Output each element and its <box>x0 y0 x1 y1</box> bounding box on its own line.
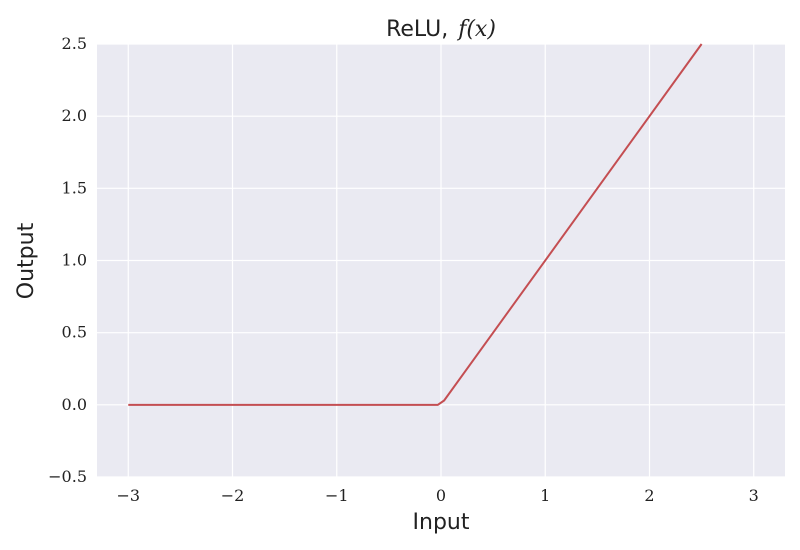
x-tick-label: −1 <box>325 486 349 505</box>
y-tick-label: −0.5 <box>48 467 87 486</box>
y-tick-label: 1.0 <box>62 251 87 270</box>
y-tick-label: 1.5 <box>62 178 87 197</box>
y-axis-label: Output <box>14 222 39 299</box>
x-axis-label: Input <box>413 510 470 535</box>
x-tick-label: 0 <box>436 486 446 505</box>
x-tick-label: 2 <box>644 486 654 505</box>
x-tick-label: −2 <box>221 486 245 505</box>
x-tick-label: 1 <box>540 486 550 505</box>
y-tick-label: 0.0 <box>62 395 87 414</box>
x-tick-label: −3 <box>116 486 140 505</box>
x-tick-label: 3 <box>749 486 759 505</box>
x-tick-labels: −3 −2 −1 0 1 2 3 <box>116 486 758 505</box>
y-tick-label: 0.5 <box>62 323 87 342</box>
relu-series-line <box>128 43 703 406</box>
chart-title-math: f(x) <box>456 17 496 42</box>
series-layer <box>128 43 703 406</box>
y-tick-label: 2.0 <box>62 106 87 125</box>
y-tick-label: 2.5 <box>62 34 87 53</box>
chart-title: ReLU, f(x) <box>386 17 496 42</box>
y-tick-labels: −0.5 0.0 0.5 1.0 1.5 2.0 2.5 <box>48 34 87 486</box>
chart-title-text: ReLU, <box>386 17 448 42</box>
